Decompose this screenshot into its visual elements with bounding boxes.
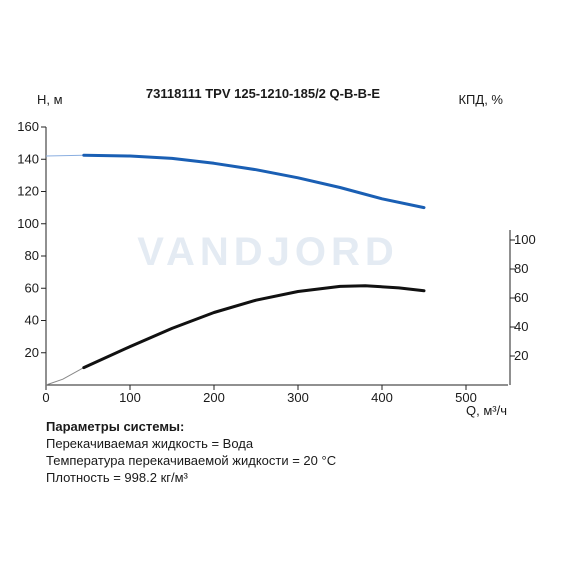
head-curve <box>82 153 426 210</box>
y-right-tick-label: 80 <box>514 261 528 276</box>
y-left-tick-label: 20 <box>25 345 39 360</box>
y-left-tick-label: 140 <box>17 151 39 166</box>
y-left-tick-label: 120 <box>17 184 39 199</box>
watermark-logo: VANDJORD <box>137 230 399 274</box>
y-right-axis-label: КПД, % <box>458 92 503 107</box>
x-tick-label: 300 <box>287 390 309 405</box>
x-tick-label: 500 <box>455 390 477 405</box>
param-density: Плотность = 998.2 кг/м³ <box>46 470 188 485</box>
y-right-tick-label: 20 <box>514 348 528 363</box>
y-left-tick-label: 160 <box>17 119 39 134</box>
pump-curve-chart: 73118111 TPV 125-1210-185/2 Q-B-B-E H, м… <box>17 86 536 418</box>
y-left-tick-label: 40 <box>25 313 39 328</box>
y-left-tick-label: 60 <box>25 280 39 295</box>
y-left-tick-label: 100 <box>17 216 39 231</box>
efficiency-curve <box>82 284 426 370</box>
param-liquid: Перекачиваемая жидкость = Вода <box>46 436 254 451</box>
extrapolation-line-1 <box>45 367 85 386</box>
y-left-axis-label: H, м <box>37 92 63 107</box>
y-right-tick-label: 100 <box>514 232 536 247</box>
y-left-tick-label: 80 <box>25 248 39 263</box>
extrapolation-line-0 <box>45 154 84 157</box>
y-right-tick-label: 60 <box>514 290 528 305</box>
x-tick-label: 400 <box>371 390 393 405</box>
params-heading: Параметры системы: <box>46 419 185 434</box>
y-right-tick-label: 40 <box>514 319 528 334</box>
chart-title: 73118111 TPV 125-1210-185/2 Q-B-B-E <box>146 86 380 101</box>
x-tick-label: 0 <box>42 390 49 405</box>
param-temperature: Температура перекачиваемой жидкости = 20… <box>46 453 337 468</box>
x-tick-label: 200 <box>203 390 225 405</box>
system-parameters: Параметры системы: Перекачиваемая жидкос… <box>46 418 336 486</box>
x-tick-label: 100 <box>119 390 141 405</box>
x-axis-label: Q, м³/ч <box>466 403 507 418</box>
